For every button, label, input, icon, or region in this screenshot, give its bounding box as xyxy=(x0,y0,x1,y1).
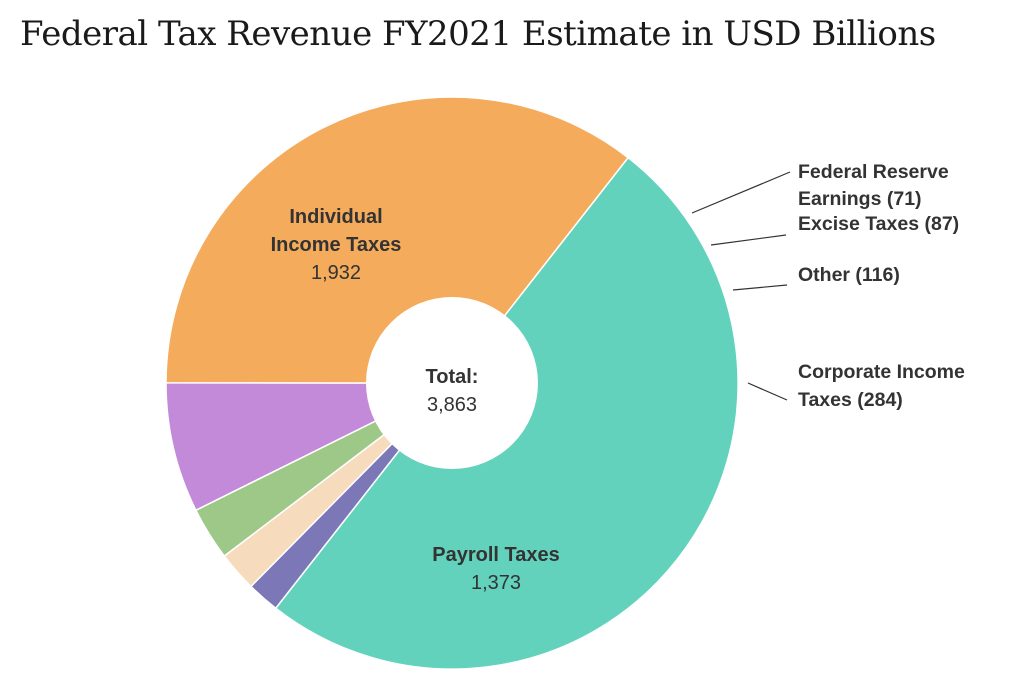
payroll-value-label: 1,373 xyxy=(471,572,521,594)
excise-label: Excise Taxes (87) xyxy=(798,213,959,235)
chart-title: Federal Tax Revenue FY2021 Estimate in U… xyxy=(20,14,936,54)
other-label: Other (116) xyxy=(798,264,900,286)
individual-label-line2: Income Taxes xyxy=(271,234,402,256)
other-leader-line xyxy=(732,284,788,291)
fed-reserve-label-line1: Federal Reserve xyxy=(798,161,949,183)
donut-hole xyxy=(366,297,538,469)
corporate-leader-line xyxy=(747,382,788,401)
corporate-label-line2: Taxes (284) xyxy=(798,389,903,411)
individual-value-label: 1,932 xyxy=(311,262,361,284)
center-total-value: 3,863 xyxy=(427,394,477,416)
individual-label-line1: Individual xyxy=(289,206,382,228)
fed-reserve-leader-line xyxy=(691,171,791,214)
center-total-label: Total: xyxy=(426,366,479,388)
corporate-label-line1: Corporate Income xyxy=(798,361,965,383)
fed-reserve-label-line2: Earnings (71) xyxy=(798,188,922,210)
excise-leader-line xyxy=(710,234,787,246)
payroll-label: Payroll Taxes xyxy=(432,544,559,566)
pie-slice-payroll-taxes xyxy=(165,96,630,384)
